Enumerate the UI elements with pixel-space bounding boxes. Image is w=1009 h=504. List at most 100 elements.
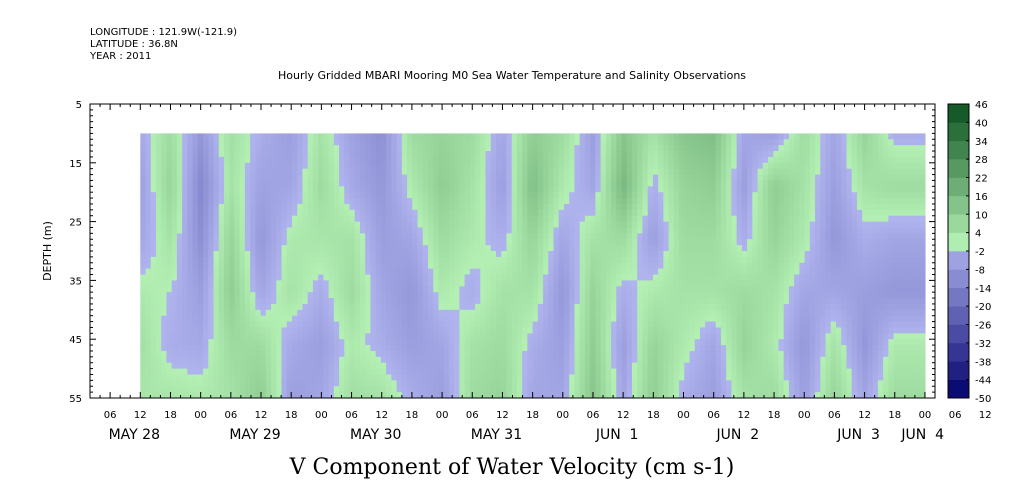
heatmap-cell: [480, 251, 487, 258]
heatmap-cell: [532, 174, 539, 182]
heatmap-cell: [176, 309, 183, 317]
heatmap-cell: [213, 215, 220, 223]
heatmap-cell: [218, 156, 225, 164]
heatmap-cell: [475, 374, 481, 381]
heatmap-cell: [490, 156, 497, 164]
heatmap-cell: [590, 274, 596, 281]
heatmap-cell: [166, 315, 173, 323]
heatmap-cell: [501, 151, 508, 158]
heatmap-cell: [668, 315, 675, 323]
heatmap-cell: [700, 274, 706, 281]
heatmap-cell: [250, 209, 256, 217]
heatmap-cell: [422, 156, 429, 164]
heatmap-cell: [647, 333, 654, 340]
heatmap-cell: [548, 145, 555, 152]
heatmap-cell: [469, 156, 476, 164]
heatmap-cell: [469, 186, 476, 193]
heatmap-cell: [265, 345, 272, 352]
heatmap-cell: [705, 303, 712, 311]
heatmap-cell: [244, 162, 251, 170]
heatmap-cell: [271, 192, 277, 199]
heatmap-cell: [145, 374, 152, 381]
heatmap-cell: [318, 251, 324, 258]
heatmap-cell: [532, 327, 539, 334]
heatmap-cell: [255, 203, 262, 211]
heatmap-cell: [197, 203, 204, 211]
heatmap-cell: [182, 245, 188, 252]
heatmap-cell: [166, 239, 173, 246]
heatmap-cell: [564, 256, 570, 264]
heatmap-cell: [166, 368, 173, 376]
heatmap-cell: [475, 298, 481, 305]
heatmap-cell: [490, 274, 497, 281]
heatmap-cell: [553, 333, 560, 340]
heatmap-cell: [553, 362, 560, 370]
heatmap-cell: [417, 268, 424, 276]
heatmap-cell: [590, 151, 596, 158]
heatmap-cell: [380, 345, 387, 352]
heatmap-cell: [223, 268, 230, 276]
heatmap-cell: [302, 374, 309, 381]
heatmap-cell: [715, 327, 722, 334]
heatmap-cell: [140, 233, 147, 240]
heatmap-cell: [208, 180, 215, 187]
heatmap-cell: [286, 286, 293, 293]
heatmap-cell: [700, 186, 706, 193]
heatmap-cell: [255, 156, 262, 164]
heatmap-cell: [621, 298, 628, 305]
heatmap-cell: [213, 180, 220, 187]
heatmap-cell: [443, 386, 450, 393]
heatmap-cell: [375, 303, 382, 311]
heatmap-cell: [480, 315, 487, 323]
heatmap-cell: [161, 139, 168, 146]
heatmap-cell: [574, 180, 581, 187]
heatmap-cell: [407, 321, 413, 329]
heatmap-cell: [574, 239, 581, 246]
heatmap-cell: [140, 239, 147, 246]
heatmap-cell: [297, 180, 304, 187]
heatmap-cell: [558, 145, 565, 152]
heatmap-cell: [203, 245, 209, 252]
heatmap-cell: [401, 374, 408, 381]
heatmap-cell: [679, 274, 685, 281]
heatmap-cell: [297, 339, 304, 346]
heatmap-cell: [386, 286, 392, 293]
heatmap-cell: [223, 315, 230, 323]
heatmap-cell: [428, 392, 434, 398]
heatmap-cell: [417, 298, 424, 305]
heatmap-cell: [422, 192, 429, 199]
heatmap-cell: [516, 239, 523, 246]
heatmap-cell: [155, 239, 162, 246]
heatmap-cell: [658, 221, 664, 229]
heatmap-cell: [485, 368, 492, 376]
heatmap-cell: [281, 315, 288, 323]
heatmap-cell: [333, 245, 340, 252]
heatmap-cell: [339, 280, 345, 287]
heatmap-cell: [302, 233, 309, 240]
heatmap-cell: [574, 386, 581, 393]
heatmap-cell: [250, 168, 256, 176]
heatmap-cell: [380, 251, 387, 258]
heatmap-cell: [522, 327, 528, 334]
heatmap-cell: [485, 321, 492, 329]
heatmap-cell: [370, 186, 377, 193]
heatmap-cell: [600, 368, 607, 376]
heatmap-cell: [637, 356, 644, 364]
heatmap-cell: [616, 186, 623, 193]
heatmap-cell: [380, 321, 387, 329]
heatmap-cell: [642, 392, 649, 398]
heatmap-cell: [454, 362, 460, 370]
heatmap-cell: [668, 233, 675, 240]
heatmap-cell: [558, 209, 565, 217]
heatmap-cell: [621, 356, 628, 364]
heatmap-cell: [197, 180, 204, 187]
heatmap-cell: [239, 339, 246, 346]
heatmap-cell: [469, 309, 476, 317]
heatmap-cell: [579, 386, 586, 393]
heatmap-cell: [637, 292, 644, 299]
heatmap-cell: [150, 256, 157, 264]
heatmap-cell: [715, 198, 722, 205]
heatmap-cell: [543, 262, 549, 270]
heatmap-cell: [532, 362, 539, 370]
heatmap-cell: [543, 292, 549, 299]
